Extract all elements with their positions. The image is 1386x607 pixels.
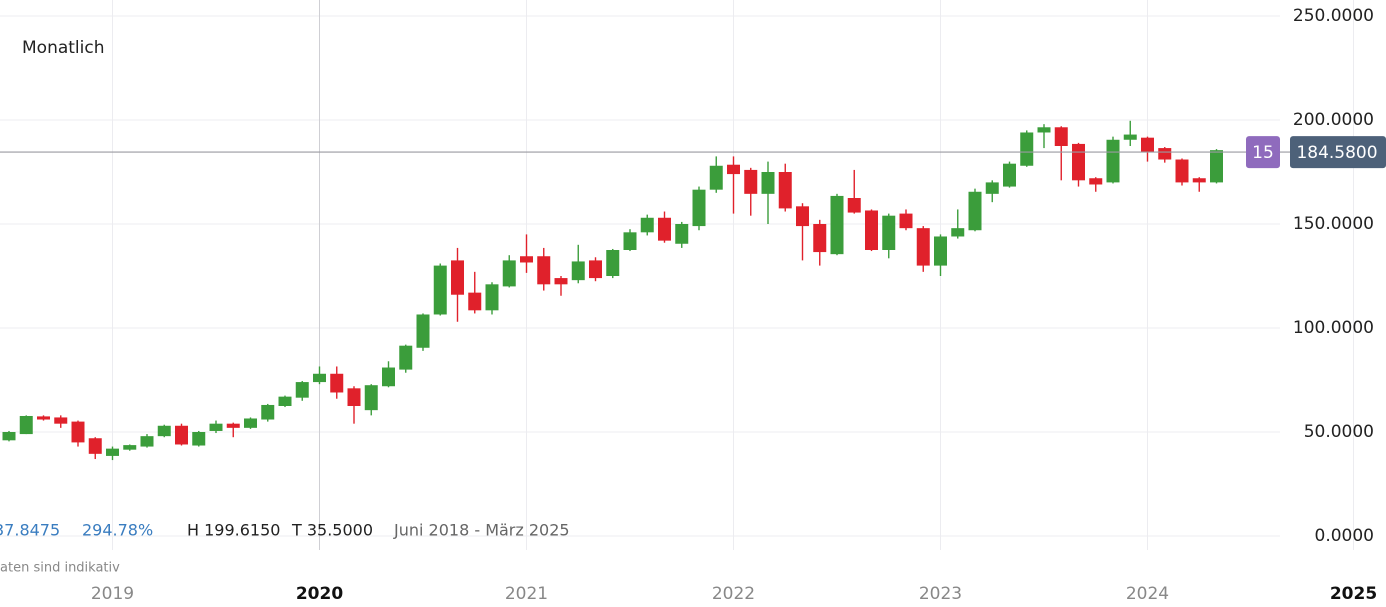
candle-body <box>640 217 654 233</box>
candle-body <box>951 228 965 237</box>
candle-body <box>1003 163 1016 187</box>
y-tick-label: 50.0000 <box>1304 422 1374 442</box>
candle-body <box>571 261 585 281</box>
candle-body <box>485 284 499 311</box>
y-tick-label: 0.0000 <box>1315 526 1374 546</box>
candle-body <box>416 314 430 348</box>
candle-body <box>1123 134 1137 140</box>
x-tick-label: 2024 <box>1126 584 1169 604</box>
candle-body <box>364 385 378 411</box>
candle-body <box>865 210 878 250</box>
candle-body <box>71 421 85 443</box>
candle-body <box>330 373 344 393</box>
candle-body <box>968 191 982 231</box>
candle-body <box>744 169 758 194</box>
candle-body <box>313 373 326 383</box>
y-tick-label: 100.0000 <box>1293 318 1374 338</box>
candle-body <box>451 260 464 295</box>
candle-body <box>106 448 119 456</box>
candle-body <box>502 260 516 287</box>
candle-body <box>847 198 861 213</box>
candle-body <box>88 438 102 454</box>
candle-body <box>899 213 913 229</box>
candle-body <box>209 423 223 431</box>
y-tick-label: 200.0000 <box>1293 110 1374 130</box>
x-tick-label: 2025 <box>1330 584 1377 604</box>
x-tick-label: 2023 <box>919 584 962 604</box>
candle-body <box>1192 178 1206 183</box>
x-tick-label: 2020 <box>296 584 343 604</box>
x-tick-label: 2019 <box>91 584 134 604</box>
candle-body <box>2 432 16 441</box>
candle-body <box>520 256 533 263</box>
candle-body <box>1072 143 1085 181</box>
candle-body <box>1089 178 1103 185</box>
candle-body <box>1141 137 1154 153</box>
candle-body <box>192 432 206 446</box>
candle-body <box>244 418 257 428</box>
x-tick-label: 2022 <box>712 584 755 604</box>
candle-body <box>934 236 947 266</box>
candle-body <box>1054 127 1068 146</box>
candle-body <box>37 416 50 420</box>
x-tick-label: 2021 <box>505 584 548 604</box>
candle-body <box>468 292 482 311</box>
last-price-label: 184.5800 <box>1296 143 1377 163</box>
stat-change-pct: 294.78% <box>82 521 153 540</box>
candle-body <box>830 195 844 255</box>
disclaimer: Daten sind indikativ <box>0 561 120 576</box>
candle-body <box>382 367 395 387</box>
candle-body <box>675 224 689 244</box>
candle-body <box>140 436 154 447</box>
candle-body <box>537 256 551 285</box>
candle-body <box>1106 139 1120 183</box>
candle-body <box>554 278 568 285</box>
candle-body <box>761 172 775 194</box>
badge: 15 <box>1252 143 1274 163</box>
candle-body <box>1175 159 1189 183</box>
badge-box <box>1246 136 1280 169</box>
candle-body <box>882 215 896 250</box>
candle-body <box>54 417 68 424</box>
interval-label[interactable]: Monatlich <box>22 38 105 58</box>
stat-change: 37.8475 <box>0 521 60 540</box>
candle-body <box>19 415 33 435</box>
candle-body <box>623 232 637 250</box>
candle-body <box>1020 132 1034 166</box>
candle-body <box>709 165 723 190</box>
candle-body <box>985 182 999 194</box>
candle-body <box>589 260 602 279</box>
candle-body <box>692 189 706 227</box>
candle-body <box>123 445 137 450</box>
candle-body <box>433 265 447 315</box>
candle-body <box>1210 150 1223 183</box>
candle-body <box>261 404 275 420</box>
stat-range: Juni 2018 - März 2025 <box>393 521 570 540</box>
candle-body <box>916 228 930 266</box>
candle-body <box>157 425 171 437</box>
candle-body <box>606 250 620 276</box>
stat-high: H 199.6150 <box>187 521 280 540</box>
candle-body <box>658 217 671 241</box>
candle-body <box>226 423 240 428</box>
candle-body <box>1158 148 1172 160</box>
candle-body <box>1037 127 1051 133</box>
candle-body <box>399 345 413 370</box>
candle-body <box>175 425 188 445</box>
candle-body <box>278 396 292 406</box>
y-tick-label: 250.0000 <box>1293 6 1374 26</box>
candle-body <box>347 388 361 406</box>
candle-body <box>796 206 809 227</box>
stat-low: T 35.5000 <box>291 521 373 540</box>
candle-body <box>813 224 827 253</box>
candle-body <box>295 382 309 398</box>
y-tick-label: 150.0000 <box>1293 214 1374 234</box>
candle-body <box>778 172 792 209</box>
last-price-box <box>1290 136 1386 169</box>
candle-body <box>727 164 740 175</box>
